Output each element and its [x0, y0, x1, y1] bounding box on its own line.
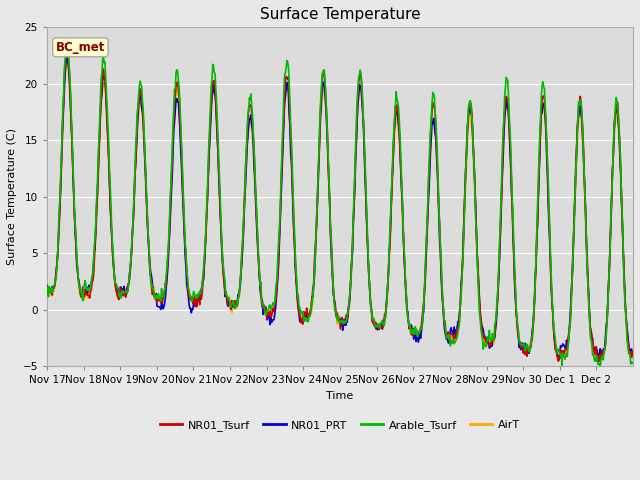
X-axis label: Time: Time: [326, 391, 354, 401]
Title: Surface Temperature: Surface Temperature: [260, 7, 420, 22]
Y-axis label: Surface Temperature (C): Surface Temperature (C): [7, 128, 17, 265]
Legend: NR01_Tsurf, NR01_PRT, Arable_Tsurf, AirT: NR01_Tsurf, NR01_PRT, Arable_Tsurf, AirT: [156, 416, 524, 435]
Text: BC_met: BC_met: [56, 41, 105, 54]
